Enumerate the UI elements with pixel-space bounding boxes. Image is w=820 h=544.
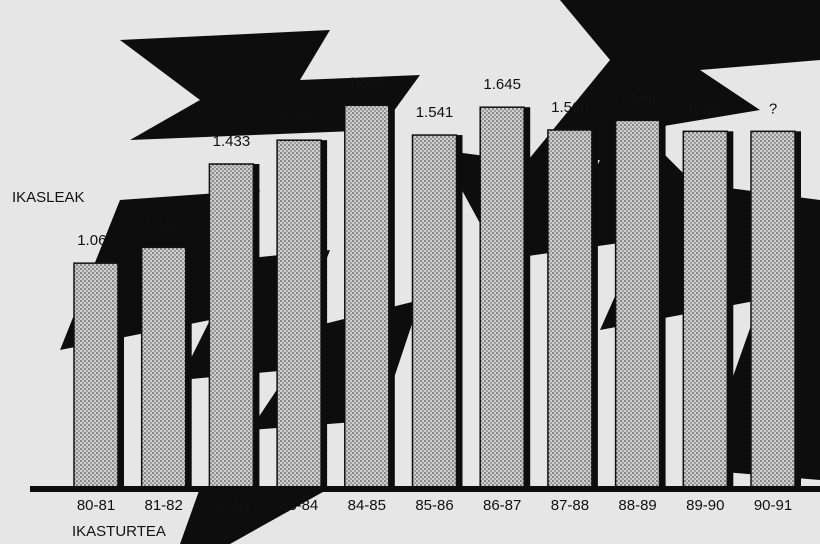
x-axis [30, 486, 820, 492]
x-axis-label: IKASTURTEA [72, 523, 166, 540]
value-label: 1.433 [213, 133, 251, 150]
bar-shadow [388, 105, 395, 488]
bar [344, 104, 390, 489]
value-label: 1.645 [483, 76, 521, 93]
x-tick-label: 85-86 [415, 497, 453, 514]
bar-shadow [795, 131, 801, 488]
value-label: 1.122 [145, 216, 183, 233]
bar-shadow [456, 135, 463, 488]
x-tick-label: 83-84 [280, 497, 318, 514]
bar-shadow [524, 107, 531, 488]
x-tick-label: 90-91 [754, 497, 792, 514]
bar [547, 129, 593, 489]
bar-shadow [321, 140, 328, 489]
value-label: 1.541 [416, 104, 454, 121]
bar-shadow [591, 129, 598, 489]
bar-shadow [118, 263, 124, 488]
value-label: ? [769, 100, 777, 117]
bar [276, 139, 322, 489]
value-label: 1.063 [77, 232, 115, 249]
bar [614, 119, 661, 489]
x-tick-label: 89-90 [686, 497, 724, 514]
y-axis-label: IKASLEAK [12, 189, 85, 206]
x-tick-label: 84-85 [348, 497, 386, 514]
bar [411, 134, 458, 489]
bar [73, 262, 119, 489]
bar [682, 130, 729, 489]
bar-shadow [253, 164, 260, 488]
bar-shadow [727, 131, 734, 488]
value-label: 1.560 [551, 99, 589, 116]
value-label: 1.596 [619, 89, 657, 106]
bar [750, 130, 796, 489]
value-label: 1.652 [348, 74, 386, 91]
x-tick-label: 82-83 [212, 497, 250, 514]
bar-shadow [659, 120, 666, 488]
value-label: 1.522 [280, 109, 318, 126]
bar [479, 106, 525, 489]
bar [208, 163, 255, 489]
x-tick-label: 86-87 [483, 497, 521, 514]
x-tick-label: 81-82 [145, 497, 183, 514]
bar-shadow [185, 247, 192, 488]
x-tick-label: 88-89 [618, 497, 656, 514]
bar [140, 246, 187, 489]
x-tick-label: 87-88 [551, 497, 589, 514]
value-label: 1.555 [687, 100, 725, 117]
x-tick-label: 80-81 [77, 497, 115, 514]
